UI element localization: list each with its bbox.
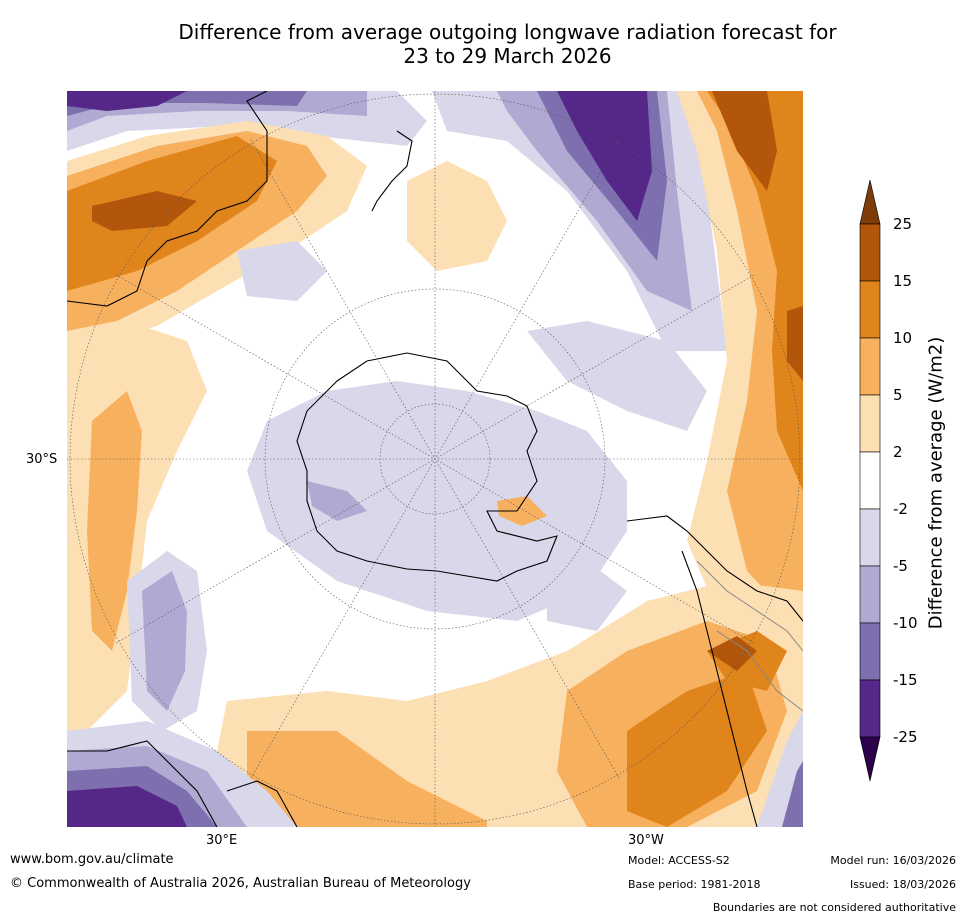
website-link[interactable]: www.bom.gov.au/climate <box>10 852 174 867</box>
colorbar-segment <box>859 451 881 510</box>
graticule <box>67 91 803 827</box>
africa-coastline <box>67 740 218 827</box>
colorbar-bottom-arrow <box>859 736 881 782</box>
base-period-text: Base period: 1981-2018 <box>628 878 761 891</box>
anomaly-positive-left <box>67 321 207 731</box>
copyright-text: © Commonwealth of Australia 2026, Austra… <box>10 876 471 891</box>
disclaimer-text: Boundaries are not considered authoritat… <box>712 901 956 914</box>
anomaly-positive-bottom <box>187 161 803 827</box>
australia-coastline <box>67 91 268 307</box>
anomaly-negative-bottom-right <box>757 711 803 827</box>
new-zealand-coastline <box>371 130 413 212</box>
colorbar-tick-label: -2 <box>893 500 908 518</box>
colorbar-tick-label: -10 <box>893 614 918 632</box>
colorbar-segment <box>859 280 881 339</box>
title-line-2: 23 to 29 March 2026 <box>403 44 612 68</box>
colorbar-tick-label: 25 <box>893 215 913 233</box>
south-america-coastline-2 <box>681 550 758 827</box>
polar-map <box>67 91 803 827</box>
colorbar-tick-label: -15 <box>893 671 918 689</box>
model-run-text: Model run: 16/03/2026 <box>830 854 956 867</box>
anomaly-negative-top-right <box>432 91 727 351</box>
colorbar-segment <box>859 622 881 681</box>
colorbar-tick-label: -25 <box>893 728 918 746</box>
colorbar-segment <box>859 223 881 282</box>
colorbar-top-arrow <box>859 180 881 225</box>
colorbar-tick-label: 2 <box>893 443 903 461</box>
anomaly-negative-left <box>127 551 207 731</box>
colorbar-title: Difference from average (W/m2) <box>925 336 947 630</box>
anomaly-negative-bottom-left <box>67 721 297 827</box>
coastlines <box>67 91 803 827</box>
title-line-1: Difference from average outgoing longwav… <box>178 20 837 44</box>
colorbar-segment <box>859 394 881 453</box>
chart-title: Difference from average outgoing longwav… <box>0 20 965 68</box>
colorbar <box>859 180 881 782</box>
borders <box>696 560 803 712</box>
model-text: Model: ACCESS-S2 <box>628 854 730 867</box>
colorbar-tick-label: 10 <box>893 329 913 347</box>
colorbar-segment <box>859 565 881 624</box>
lon-label-30w: 30°W <box>628 833 664 848</box>
madagascar-coastline <box>226 780 298 827</box>
antarctica-coastline <box>296 352 558 582</box>
colorbar-tick-label: -5 <box>893 557 908 575</box>
colorbar-segment <box>859 508 881 567</box>
lat-label-30s: 30°S <box>26 452 58 467</box>
colorbar-tick-label: 15 <box>893 272 913 290</box>
colorbar-segment <box>859 679 881 738</box>
lon-label-30e: 30°E <box>206 833 238 848</box>
colorbar-segment <box>859 337 881 396</box>
south-america-coastline <box>626 515 803 622</box>
colorbar-tick-label: 5 <box>893 386 903 404</box>
issued-text: Issued: 18/03/2026 <box>849 878 956 891</box>
anomaly-positive-right <box>677 91 803 651</box>
